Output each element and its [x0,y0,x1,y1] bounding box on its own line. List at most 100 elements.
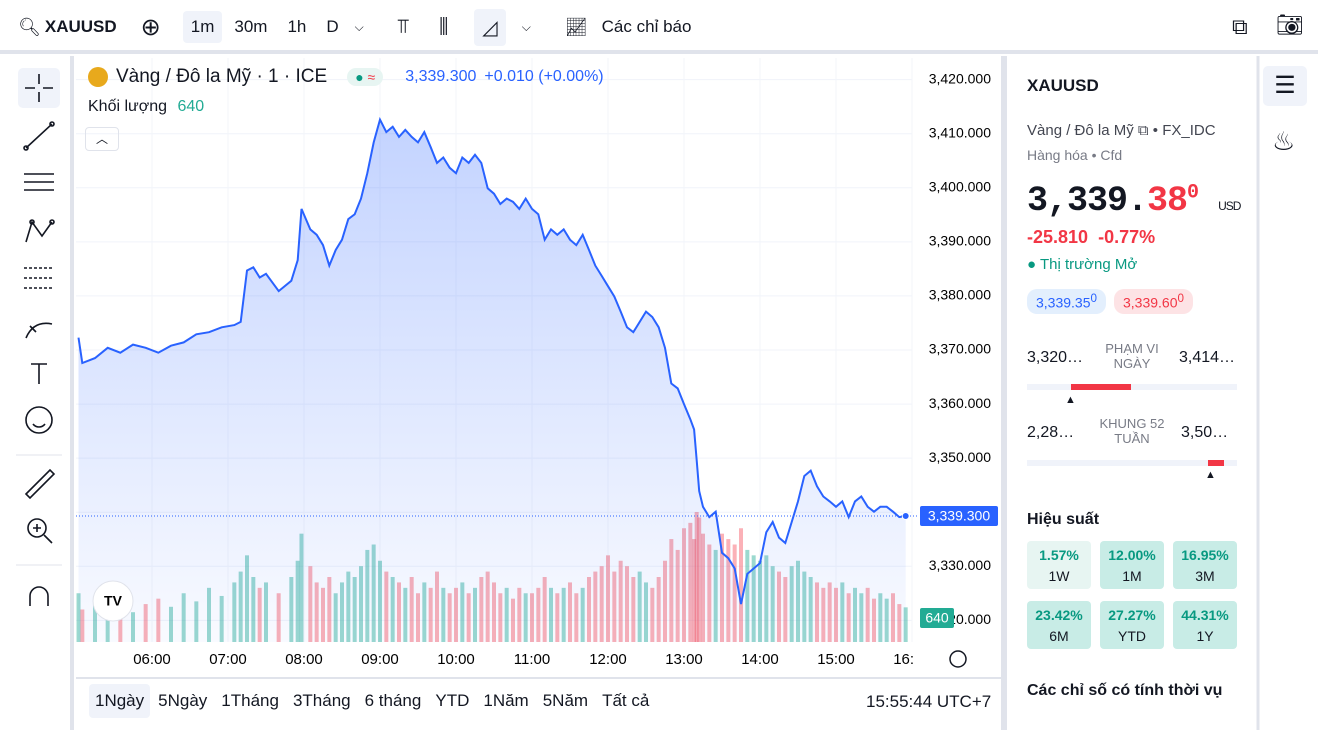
wk-range [1027,460,1237,466]
panel-symbol: XAUUSD [1027,76,1099,95]
perf-period: 1Y [1196,628,1214,644]
x-tick-label: 09:00 [361,651,399,668]
panel: XAUUSD Vàng / Đô la Mỹ ⧉ • FX_IDC Hàng h… [1027,76,1242,314]
perf-value: 1.57% [1039,547,1079,563]
last-point [901,512,910,521]
logo[interactable] [92,580,134,622]
add-symbol[interactable]: ⊕ [140,13,161,41]
perf-cell[interactable]: 44.31% 1Y [1173,601,1237,649]
range-button[interactable]: 3Tháng [292,691,351,710]
bid: 3,339.350 [1027,289,1106,314]
x-tick-label: 14:00 [741,651,779,668]
interval[interactable]: 1m [182,11,223,43]
settings-icon[interactable] [949,650,967,668]
range-button[interactable]: 6 tháng [364,691,422,710]
wk-label: KHUNG 52 TUẦN [1099,416,1165,446]
volume-tag [920,608,954,628]
wk-marker: ▲ [1205,469,1216,481]
tool-icons[interactable] [18,68,60,606]
range-button[interactable]: 5Ngày [158,691,208,710]
perf-value: 23.42% [1035,607,1083,623]
perf-period: 6M [1049,628,1069,644]
range-bar: 1Ngày 5Ngày 1Tháng 3Tháng 6 tháng YTD 1Năm 5Năm… [89,684,655,718]
panel-change: -25.810 [1027,227,1089,247]
wk-high: 3,50… [1181,424,1229,441]
y-tick-label: 3,380.000 [929,287,991,303]
x-tick-label: 06:00 [133,651,171,668]
legend-title: Vàng / Đô la Mỹ · 1 · ICE [116,66,328,87]
range-button[interactable]: Tất cả [602,691,650,710]
wk-low: 2,28… [1027,424,1075,441]
x-tick-label: 07:00 [209,651,247,668]
interval[interactable]: 1h [287,17,307,36]
perf-cell[interactable]: 16.95% 3M [1173,541,1237,589]
clock: 15:55:44 UTC+7 [866,692,992,711]
y-tick-label: 3,360.000 [929,395,991,411]
price-area [78,119,906,642]
perf-cell[interactable]: 1.57% 1W [1027,541,1091,589]
logo-text: TV [104,593,123,609]
volume-bar [739,528,743,642]
indicator-icon[interactable]: 📈︎ [564,16,588,37]
candle-type[interactable]: ⫼ [439,15,449,38]
symbol[interactable]: XAUUSD [44,17,117,36]
volume-legend: Khối lượng 640 [88,98,204,116]
perf-value: 16.95% [1181,547,1229,563]
x-tick-label: 10:00 [437,651,475,668]
day-range [1027,384,1237,390]
perf-value: 12.00% [1108,547,1156,563]
search-icon[interactable]: 🔍︎ [18,16,41,37]
perf-cell[interactable]: 23.42% 6M [1027,601,1091,649]
symbol-icon [88,67,108,87]
panel-price: 3,339. [1027,181,1148,221]
y-tick-label: 3,350.000 [929,449,991,465]
perf-value: 44.31% [1181,607,1229,623]
perf-period: 1W [1048,568,1070,584]
bid-sup: 0 [1090,292,1097,305]
panel-status: Thị trường Mở [1039,256,1138,273]
perf-period: YTD [1118,628,1146,644]
seasonal: Các chỉ số có tính thời vụ [1027,682,1223,699]
last-price-label: 3,339.300 [928,508,990,524]
indicators[interactable]: Các chỉ báo [601,17,692,36]
perf-cell[interactable]: 27.27% YTD [1100,601,1164,649]
snapshot[interactable]: 📷︎ [1276,12,1304,37]
dropdown[interactable]: ⌵ [354,19,364,34]
y-tick-label: 3,330.000 [929,557,991,573]
interval[interactable]: 30m [234,17,268,36]
perf-period: 3M [1195,568,1215,584]
x-tick-label: 08:00 [285,651,323,668]
panel-price-sup: 0 [1187,181,1199,205]
range-button[interactable]: 1Tháng [221,691,279,710]
toolbar: 🔍︎ XAUUSD ⊕ 1m 30m 1h D ⌵ ⫪ ⫼ ◿ ⌵ 📈︎ Các… [18,8,691,46]
panel-price-red: 38 [1147,181,1188,221]
x-tick-label: 15:00 [817,651,855,668]
status-badge[interactable]: ● ≈ [347,68,384,86]
x-tick-label: 16:00 [893,651,931,668]
range-button[interactable]: YTD [435,691,470,710]
range-button[interactable]: 5Năm [542,691,589,710]
hot-icon[interactable]: ♨︎ [1272,126,1296,156]
panel-name[interactable]: Vàng / Đô la Mỹ [1027,122,1134,139]
volume-name: Khối lượng [88,98,168,115]
perf-value: 27.27% [1108,607,1156,623]
dropdown[interactable]: ⌵ [521,19,531,34]
news-icon[interactable]: ☰ [1263,66,1307,106]
area-type[interactable]: ◿ [474,8,506,46]
y-tick-label: 3,370.000 [929,341,991,357]
y-tick-label: 3,420.000 [929,70,991,86]
x-tick-label: 11:00 [514,651,550,668]
bar-type[interactable]: ⫪ [397,15,410,38]
range-button[interactable]: 1Ngày [89,684,151,718]
day-marker: ▲ [1065,394,1076,406]
perf-cell[interactable]: 12.00% 1M [1100,541,1164,589]
popout[interactable]: ⧉ [1232,14,1248,39]
panel-currency: USD [1218,199,1241,213]
collapse[interactable]: ︿ [85,127,119,151]
volume-tag-label: 640 [925,610,949,626]
interval[interactable]: D [326,17,339,36]
range-button[interactable]: 1Năm [483,691,529,710]
panel-exchange: FX_IDC [1162,122,1216,139]
volume-value: 640 [177,98,205,115]
